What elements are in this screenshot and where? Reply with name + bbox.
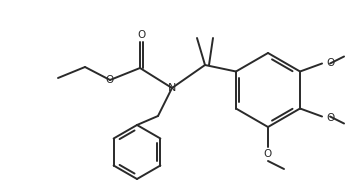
Text: N: N — [168, 83, 176, 93]
Text: O: O — [326, 113, 334, 122]
Text: O: O — [106, 75, 114, 85]
Text: O: O — [326, 57, 334, 68]
Text: O: O — [137, 30, 145, 40]
Text: O: O — [264, 149, 272, 159]
